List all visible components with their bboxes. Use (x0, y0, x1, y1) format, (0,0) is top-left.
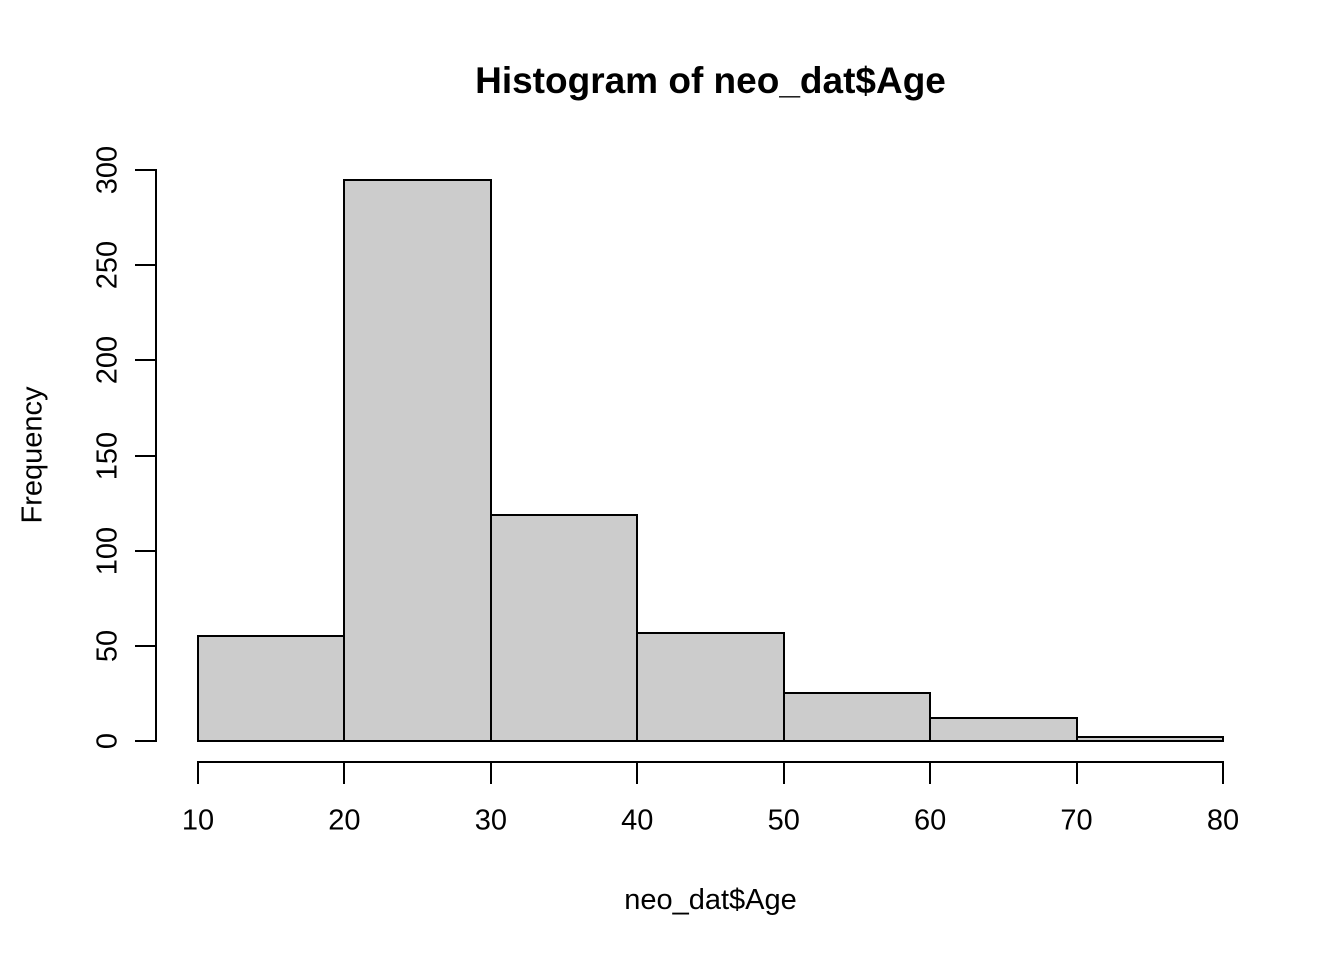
x-tick-label: 40 (621, 804, 654, 837)
y-axis-tick (135, 740, 155, 742)
histogram-bar (343, 178, 492, 742)
x-axis-tick (782, 762, 785, 784)
y-tick-label: 100 (91, 526, 124, 575)
y-tick-label: 150 (91, 431, 124, 480)
y-axis-tick (135, 549, 155, 552)
x-tick-label: 20 (328, 804, 361, 837)
x-axis-tick (197, 762, 199, 784)
x-axis-tick (636, 762, 639, 784)
x-axis-line (197, 761, 1224, 763)
y-tick-label: 50 (91, 629, 124, 662)
y-tick-label: 300 (91, 145, 124, 195)
x-axis-tick (343, 762, 346, 784)
x-axis-tick (489, 762, 492, 784)
chart-title: Histogram of neo_dat$Age (475, 60, 946, 101)
histogram-bar (197, 635, 346, 742)
x-axis-tick (1075, 762, 1078, 784)
histogram-bar (636, 631, 785, 742)
x-tick-label: 10 (181, 804, 215, 837)
y-axis-line (155, 169, 157, 742)
y-axis-tick (135, 644, 155, 647)
histogram-bar (489, 513, 639, 742)
y-tick-label: 250 (91, 240, 124, 290)
y-axis-label: Frequency (16, 386, 49, 524)
x-tick-label: 50 (767, 804, 800, 837)
histogram-bar (1075, 736, 1224, 742)
histogram-bar (782, 692, 932, 742)
x-tick-label: 80 (1206, 804, 1240, 837)
histogram-bar (929, 717, 1078, 742)
x-tick-label: 30 (474, 804, 507, 837)
x-tick-label: 60 (914, 804, 947, 837)
y-tick-label: 200 (91, 336, 124, 385)
y-axis-tick (135, 359, 155, 362)
y-tick-label: 0 (91, 732, 124, 750)
x-axis-tick (1222, 762, 1224, 784)
y-axis-tick (135, 454, 155, 457)
y-axis-tick (135, 169, 155, 171)
x-tick-label: 70 (1060, 804, 1093, 837)
y-axis-tick (135, 264, 155, 267)
x-axis-tick (929, 762, 932, 784)
x-axis-label: neo_dat$Age (624, 884, 797, 916)
